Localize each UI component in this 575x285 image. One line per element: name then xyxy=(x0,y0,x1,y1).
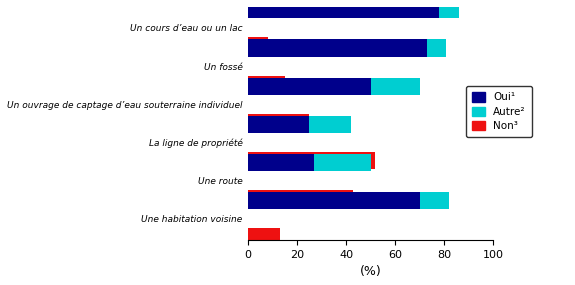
Bar xyxy=(314,154,370,171)
Bar xyxy=(248,39,427,57)
Bar xyxy=(248,1,439,19)
Bar xyxy=(248,78,370,95)
Bar xyxy=(248,76,285,93)
Bar xyxy=(248,228,280,245)
Legend: Oui¹, Autre², Non³: Oui¹, Autre², Non³ xyxy=(466,86,532,137)
Bar xyxy=(248,114,309,131)
Bar xyxy=(248,154,314,171)
Bar xyxy=(248,192,420,209)
Bar xyxy=(248,116,309,133)
Bar xyxy=(427,39,447,57)
Bar xyxy=(370,78,420,95)
Bar xyxy=(248,152,375,169)
Bar xyxy=(309,116,351,133)
Bar xyxy=(248,190,354,207)
X-axis label: (%): (%) xyxy=(359,265,381,278)
Bar xyxy=(439,1,459,19)
Bar xyxy=(248,37,267,55)
Bar xyxy=(420,192,449,209)
